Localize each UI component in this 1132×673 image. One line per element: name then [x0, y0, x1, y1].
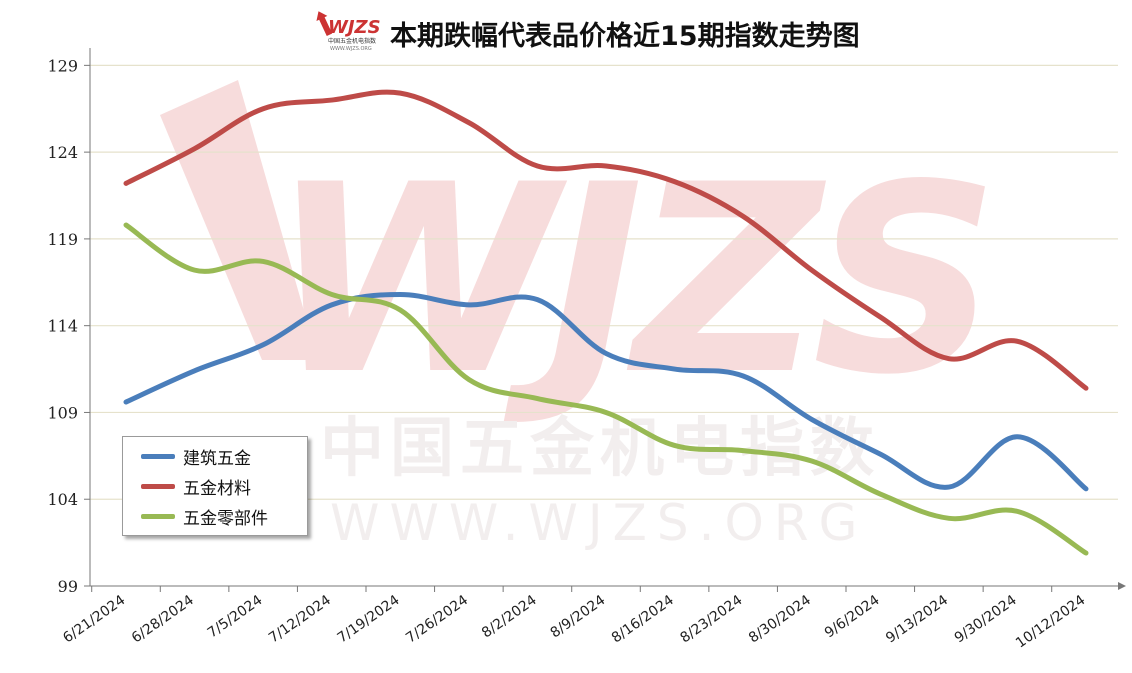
x-tick-label: 7/26/2024: [403, 592, 471, 646]
y-tick-label: 114: [47, 317, 78, 336]
series-line-2: [123, 222, 1089, 556]
chart-title: 本期跌幅代表品价格近15期指数走势图: [390, 21, 860, 52]
y-tick-label: 129: [47, 56, 78, 75]
y-tick-label: 109: [47, 403, 78, 422]
legend-item-lingbujian: 五金零部件: [123, 501, 268, 531]
watermark: WJZS 中国五金机电指数 WWW.WJZS.ORG: [160, 80, 999, 552]
x-tick-label: 7/12/2024: [266, 592, 334, 646]
legend-label: 五金材料: [183, 478, 251, 499]
x-tick-label: 8/16/2024: [609, 592, 677, 646]
series-line-1: [123, 89, 1089, 391]
x-tick-label: 8/30/2024: [746, 592, 814, 646]
watermark-url-text: WWW.WJZS.ORG: [330, 494, 867, 552]
legend-swatch: [141, 453, 175, 459]
x-tick-label: 6/21/2024: [60, 592, 128, 646]
x-tick-label: 9/6/2024: [822, 592, 883, 641]
x-tick-label: 7/19/2024: [335, 592, 403, 646]
x-axis-arrow: [1118, 582, 1126, 590]
series-line-0: [123, 291, 1089, 492]
x-tick-label: 6/28/2024: [129, 592, 197, 646]
legend-label: 建筑五金: [183, 448, 251, 469]
y-tick-label: 124: [47, 143, 78, 162]
x-tick-label: 8/9/2024: [548, 592, 609, 641]
y-tick-label: 119: [47, 230, 78, 249]
legend-item-cailiao: 五金材料: [123, 471, 251, 501]
legend-item-jianzhu: 建筑五金: [123, 441, 251, 471]
logo-arrow-icon: [316, 11, 333, 37]
x-tick-label: 10/12/2024: [1013, 592, 1088, 651]
x-tick-label: 9/30/2024: [952, 592, 1020, 646]
y-axis-ticks: 99 104 109 114 119 124 129: [47, 56, 90, 596]
watermark-arrow: [160, 80, 318, 360]
x-tick-label: 8/23/2024: [677, 592, 745, 646]
y-tick-label: 99: [58, 577, 78, 596]
legend: 建筑五金 五金材料 五金零部件: [122, 436, 308, 536]
x-tick-label: 8/2/2024: [479, 592, 540, 641]
series-lines: [123, 89, 1089, 556]
logo-subtext: 中国五金机电指数: [328, 37, 376, 45]
logo-text: WJZS: [328, 17, 380, 38]
logo-url-text: WWW.WJZS.ORG: [330, 46, 372, 52]
legend-swatch: [141, 513, 175, 519]
x-tick-label: 9/13/2024: [883, 592, 951, 646]
watermark-big-text: WJZS: [270, 130, 989, 432]
x-tick-label: 7/5/2024: [205, 592, 266, 641]
x-axis-ticks: 6/21/2024 6/28/2024 7/5/2024 7/12/2024 7/19/…: [60, 586, 1088, 652]
y-tick-label: 104: [47, 490, 78, 509]
legend-swatch: [141, 483, 175, 489]
axes: [89, 48, 1126, 590]
watermark-cn-text: 中国五金机电指数: [320, 412, 880, 486]
wjzs-logo: WJZS 中国五金机电指数 WWW.WJZS.ORG: [316, 8, 381, 52]
legend-label: 五金零部件: [183, 508, 268, 529]
